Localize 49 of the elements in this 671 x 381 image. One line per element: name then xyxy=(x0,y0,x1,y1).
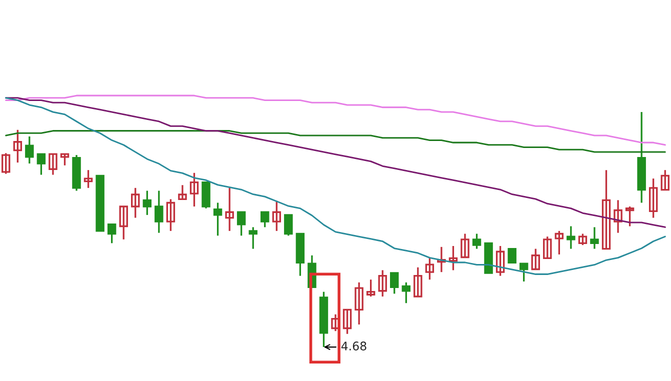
candlestick xyxy=(166,198,176,232)
candlestick xyxy=(354,282,364,326)
candlestick xyxy=(60,153,70,166)
candlestick xyxy=(236,211,246,236)
candlestick xyxy=(2,152,10,175)
candlestick xyxy=(402,282,410,304)
candlestick xyxy=(602,169,611,250)
candlestick xyxy=(531,248,540,270)
candlestick xyxy=(660,169,670,191)
candlestick xyxy=(648,178,658,219)
candlestick xyxy=(225,187,234,232)
candlestick xyxy=(472,232,482,250)
candlestick xyxy=(554,230,564,256)
candlestick xyxy=(425,257,434,280)
candlestick xyxy=(366,278,376,298)
candlestick xyxy=(178,184,187,200)
candlestick xyxy=(25,136,34,164)
candlestick xyxy=(342,308,352,335)
candlestick xyxy=(496,245,505,277)
candlestick xyxy=(48,153,58,176)
candlestick xyxy=(119,206,128,240)
candlestick xyxy=(154,190,164,234)
candlestick xyxy=(272,200,282,232)
candlestick xyxy=(614,199,622,234)
candlestick xyxy=(190,172,199,208)
candlestick xyxy=(142,190,152,216)
candlestick xyxy=(260,211,270,228)
annotation: 4.68 xyxy=(341,342,366,350)
candlestick xyxy=(508,248,516,264)
candlestick xyxy=(13,129,22,164)
candlestick xyxy=(519,262,528,282)
candlestick xyxy=(566,225,576,250)
candlestick xyxy=(437,246,446,273)
candlestick xyxy=(460,232,470,258)
candlestick xyxy=(543,236,552,260)
candlestick xyxy=(248,226,258,250)
candlestick xyxy=(36,153,46,176)
candlestick xyxy=(590,226,599,250)
candlestick xyxy=(107,224,116,244)
candlestick xyxy=(213,202,222,236)
candlestick xyxy=(390,272,399,295)
candlestick xyxy=(578,232,588,246)
candlestick xyxy=(378,269,387,298)
candlestick xyxy=(284,214,293,236)
candlestick xyxy=(414,266,422,298)
candlestick xyxy=(131,187,140,219)
candlestick xyxy=(625,206,634,228)
candlestick xyxy=(448,245,458,272)
candlestick xyxy=(84,169,93,189)
